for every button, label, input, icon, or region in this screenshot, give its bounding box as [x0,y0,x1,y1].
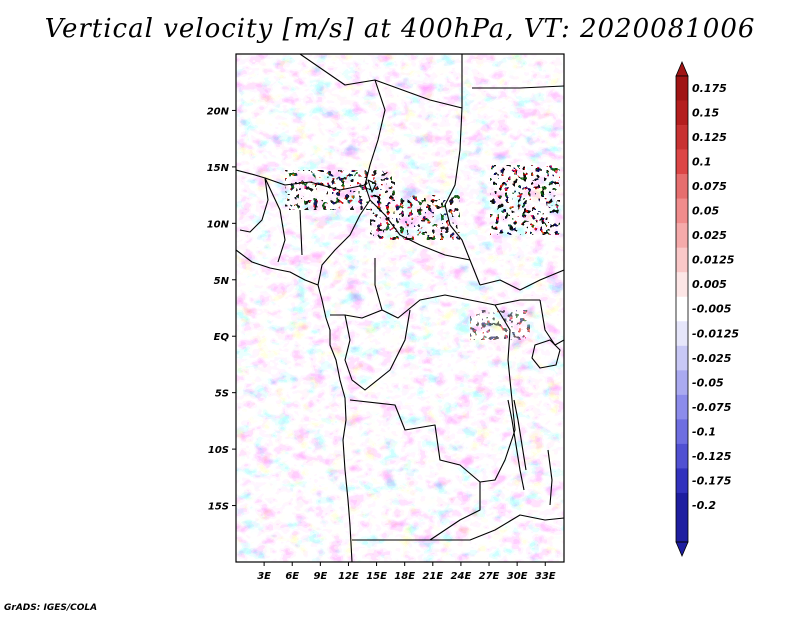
colorbar-top-arrow [675,60,689,77]
lat-tick-label: 5S [215,389,229,400]
border-sudan-south [479,269,564,291]
colorbar-swatch [676,321,688,347]
colorbar-label: -0.025 [692,352,732,365]
coastline-west-africa [236,249,353,562]
border-cameroon-gabon [330,309,383,319]
lat-tick-label: EQ [214,332,230,343]
colorbar-label: -0.075 [692,401,732,414]
colorbar-swatch [676,394,688,420]
border-drc-angola [349,399,481,541]
border-niger [264,54,386,191]
strong-updraft-bands [285,165,560,340]
lat-tick-label: 5N [214,276,230,287]
border-car-drc [374,258,540,319]
colorbar-swatch [676,223,688,248]
colorbar-swatch [676,174,688,199]
colorbar-swatch [676,296,688,322]
lon-tick-label: 15E [366,571,387,582]
colorbar-swatch [676,419,688,445]
colorbar-label: -0.0125 [692,327,739,340]
border-congo [344,309,411,391]
colorbar-swatch [676,370,688,396]
map-frame [235,53,565,563]
colorbar-label: -0.1 [692,425,716,438]
colorbar-swatch [676,247,688,273]
colorbar-swatch [676,125,688,150]
country-borders [236,54,564,562]
lon-tick-label: 9E [313,571,327,582]
lat-tick-label: 15S [208,502,229,513]
border-chad-sudan [444,107,481,286]
colorbar-label: -0.2 [692,499,716,512]
lake-victoria [531,339,561,369]
colorbar-swatch [676,272,688,298]
lat-tick-label: 10S [208,445,229,456]
lat-tick-label: 20N [207,106,230,117]
colorbar-label: 0.175 [692,82,727,95]
lake-malawi [547,449,553,506]
lake-chad [367,179,377,193]
lat-tick-label: 10N [207,219,230,230]
colorbar-label: 0.005 [692,278,727,291]
border-chad-car [369,199,471,261]
lon-tick-label: 21E [422,571,443,582]
plot-title: Vertical velocity [m/s] at 400hPa, VT: 2… [44,14,756,44]
lon-tick-label: 12E [338,571,359,582]
colorbar-label: 0.1 [692,156,712,169]
colorbar-swatch [676,100,688,126]
colorbar-label: 0.125 [692,131,727,144]
colorbar-swatch [676,76,688,101]
border-drc-east [479,304,516,483]
colorbar-swatch [676,149,688,175]
colorbar-label: -0.125 [692,450,732,463]
lon-tick-label: 3E [257,571,271,582]
colorbar-label: 0.075 [692,180,727,193]
colorbar-swatch [676,345,688,371]
colorbar-label: 0.0125 [692,254,735,267]
colorbar-label: 0.025 [692,229,727,242]
border-nw [236,169,303,263]
border-ne [472,85,564,346]
colorbar-frame [675,75,689,543]
colorbar-label: -0.175 [692,474,732,487]
lon-tick-label: 33E [535,571,556,582]
colorbar-label: 0.15 [692,107,719,120]
lon-tick-label: 27E [479,571,500,582]
velocity-field [236,54,564,562]
lake-tanganyika [507,399,527,491]
colorbar-label: -0.05 [692,376,724,389]
border-libya-chad [374,54,463,109]
colorbar-swatch [676,468,688,494]
colorbar: 0.175 0.15 0.125 0.1 0.075 0.05 0.025 0.0125 0.0… [675,60,739,558]
lon-tick-label: 24E [451,571,472,582]
colorbar-label: 0.05 [692,205,719,218]
border-zambia-south [430,514,564,541]
lon-tick-label: 18E [394,571,415,582]
lon-tick-label: 30E [507,571,528,582]
colorbar-label: -0.005 [692,303,732,316]
map-axes: 3E 6E 9E 12E 15E 18E 21E 24E 27E 30E 33E 20N 15N 10N 5… [207,106,556,582]
colorbar-swatch [676,443,688,469]
lon-tick-label: 6E [285,571,299,582]
colorbar-swatch [676,492,688,518]
colorbar-swatch [676,517,688,543]
colorbar-swatch [676,198,688,224]
colorbar-bottom-arrow [675,541,689,558]
lat-tick-label: 15N [207,163,230,174]
grads-credit: GrADS: IGES/COLA [4,603,98,613]
